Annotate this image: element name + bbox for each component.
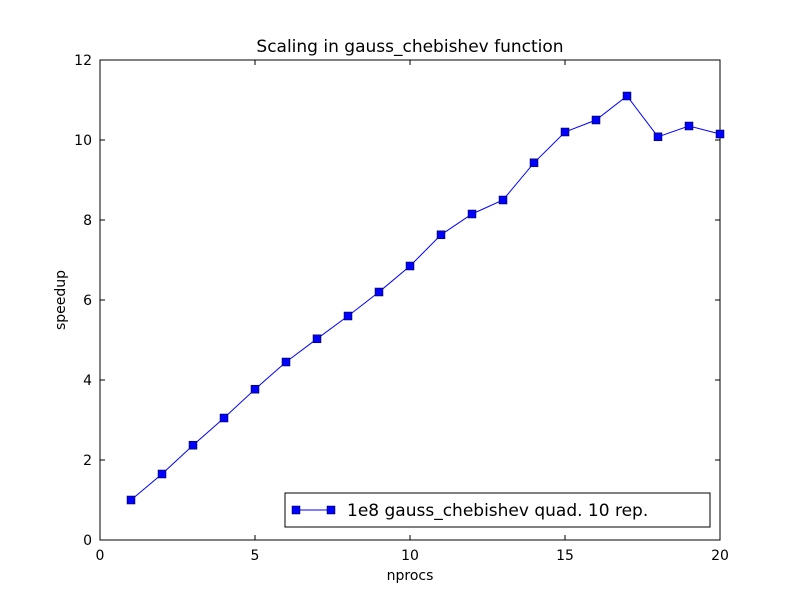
data-point — [219, 413, 229, 423]
x-tick-label: 10 — [401, 548, 419, 564]
data-point — [715, 129, 725, 139]
data-point — [126, 495, 136, 505]
data-point — [498, 195, 508, 205]
axis-ticks: 0 5 10 15 20 0 2 4 6 8 10 12 — [74, 53, 729, 564]
y-tick-label: 6 — [83, 293, 92, 309]
chart-title: Scaling in gauss_chebishev function — [256, 37, 563, 57]
y-axis-label: speedup — [53, 270, 69, 330]
series-group — [126, 91, 725, 505]
y-tick-label: 2 — [83, 453, 92, 469]
series-line — [130, 95, 721, 501]
y-tick-label: 10 — [74, 133, 92, 149]
data-point — [529, 158, 539, 168]
legend-box — [284, 492, 711, 528]
data-point — [188, 440, 198, 450]
data-point — [467, 209, 477, 219]
y-tick-label: 0 — [83, 533, 92, 549]
data-point — [157, 469, 167, 479]
data-point — [343, 311, 353, 321]
data-point — [653, 132, 663, 142]
data-point — [405, 261, 415, 271]
data-point — [436, 230, 446, 240]
data-point — [281, 357, 291, 367]
x-axis-label: nprocs — [387, 568, 434, 584]
plot-area — [99, 59, 721, 541]
x-tick-label: 15 — [556, 548, 574, 564]
y-tick-label: 8 — [83, 213, 92, 229]
data-point — [312, 334, 322, 344]
data-point — [560, 127, 570, 137]
legend-marker-sample-end — [326, 505, 336, 515]
legend-label: 1e8 gauss_chebishev quad. 10 rep. — [347, 501, 648, 521]
legend-marker-sample — [291, 505, 301, 515]
data-point — [684, 121, 694, 131]
x-tick-label: 5 — [251, 548, 260, 564]
x-tick-label: 0 — [96, 548, 105, 564]
y-tick-label: 4 — [83, 373, 92, 389]
y-tick-label: 12 — [74, 53, 92, 69]
data-point — [622, 91, 632, 101]
data-point — [591, 115, 601, 125]
x-tick-label: 20 — [711, 548, 729, 564]
legend: 1e8 gauss_chebishev quad. 10 rep. — [284, 492, 711, 528]
data-point — [250, 384, 260, 394]
data-point — [374, 287, 384, 297]
